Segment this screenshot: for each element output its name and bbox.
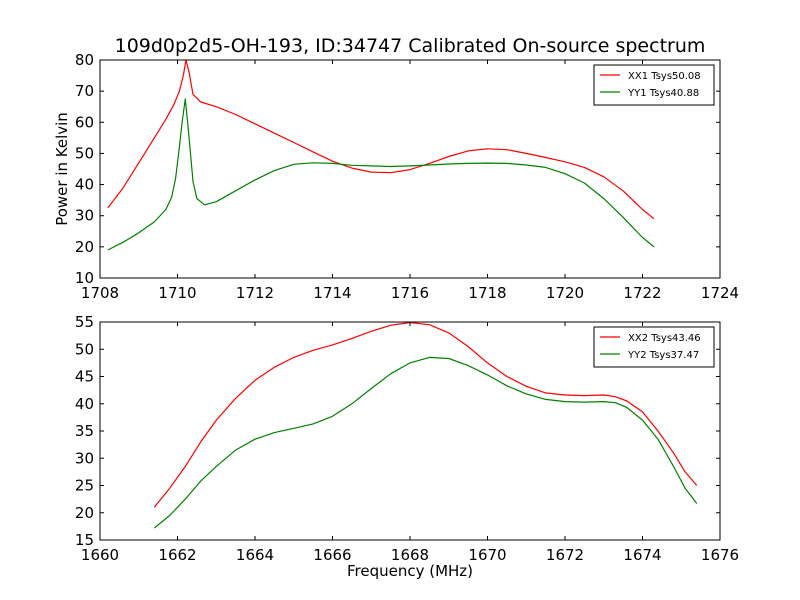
- legend-entry: XX2 Tsys43.46: [628, 333, 701, 344]
- legend-entry: XX1 Tsys50.08: [628, 71, 701, 82]
- x-tick-label: 1708: [81, 284, 119, 302]
- legend-box: [593, 326, 715, 368]
- legend-box: [593, 64, 715, 106]
- y-tick-label: 25: [75, 477, 94, 495]
- x-tick-label: 1664: [236, 546, 274, 564]
- series-line-yy1: [107, 98, 655, 251]
- x-tick-label: 1674: [623, 546, 661, 564]
- y-tick-label: 20: [75, 238, 94, 256]
- x-tick-label: 1716: [391, 284, 429, 302]
- y-tick-label: 80: [75, 51, 94, 69]
- top-panel: 1708 1710 1712 1714 1716 1718 1720 1722 1724 10 20…: [53, 51, 739, 302]
- y-tick-label: 30: [75, 449, 94, 467]
- legend: XX1 Tsys50.08 YY1 Tsys40.88: [593, 64, 715, 106]
- x-tick-label: 1710: [158, 284, 196, 302]
- legend: XX2 Tsys43.46 YY2 Tsys37.47: [593, 326, 715, 368]
- y-tick-label: 35: [75, 422, 94, 440]
- x-tick-label: 1676: [701, 546, 739, 564]
- y-tick-label: 60: [75, 113, 94, 131]
- y-tick-label: 50: [75, 144, 94, 162]
- y-tick-label: 70: [75, 82, 94, 100]
- x-tick-label: 1722: [623, 284, 661, 302]
- series-line-xx1: [107, 59, 655, 220]
- y-tick-label: 45: [75, 368, 94, 386]
- x-tick-label: 1670: [468, 546, 506, 564]
- x-tick-label: 1718: [468, 284, 506, 302]
- x-axis-label: Frequency (MHz): [347, 562, 473, 580]
- y-tick-label: 40: [75, 176, 94, 194]
- x-tick-label: 1720: [546, 284, 584, 302]
- y-tick-label: 40: [75, 395, 94, 413]
- y-tick-label: 55: [75, 313, 94, 331]
- series-line-xx2: [153, 321, 698, 508]
- y-tick-label: 10: [75, 269, 94, 287]
- x-tick-label: 1668: [391, 546, 429, 564]
- x-tick-label: 1662: [158, 546, 196, 564]
- x-tick-label: 1660: [81, 546, 119, 564]
- chart-title: 109d0p2d5-OH-193, ID:34747 Calibrated On…: [115, 35, 706, 57]
- legend-entry: YY2 Tsys37.47: [627, 350, 699, 361]
- bottom-panel: 1660 1662 1664 1666 1668 1670 1672 1674 1676 15 20…: [75, 313, 739, 564]
- y-axis-label: Power in Kelvin: [53, 112, 71, 226]
- legend-entry: YY1 Tsys40.88: [627, 88, 699, 99]
- x-tick-label: 1712: [236, 284, 274, 302]
- x-tick-label: 1714: [313, 284, 351, 302]
- x-tick-label: 1672: [546, 546, 584, 564]
- x-tick-label: 1724: [701, 284, 739, 302]
- y-tick-label: 20: [75, 504, 94, 522]
- y-tick-label: 50: [75, 340, 94, 358]
- series-line-yy2: [153, 356, 698, 529]
- y-tick-label: 15: [75, 531, 94, 549]
- x-tick-label: 1666: [313, 546, 351, 564]
- y-tick-label: 30: [75, 207, 94, 225]
